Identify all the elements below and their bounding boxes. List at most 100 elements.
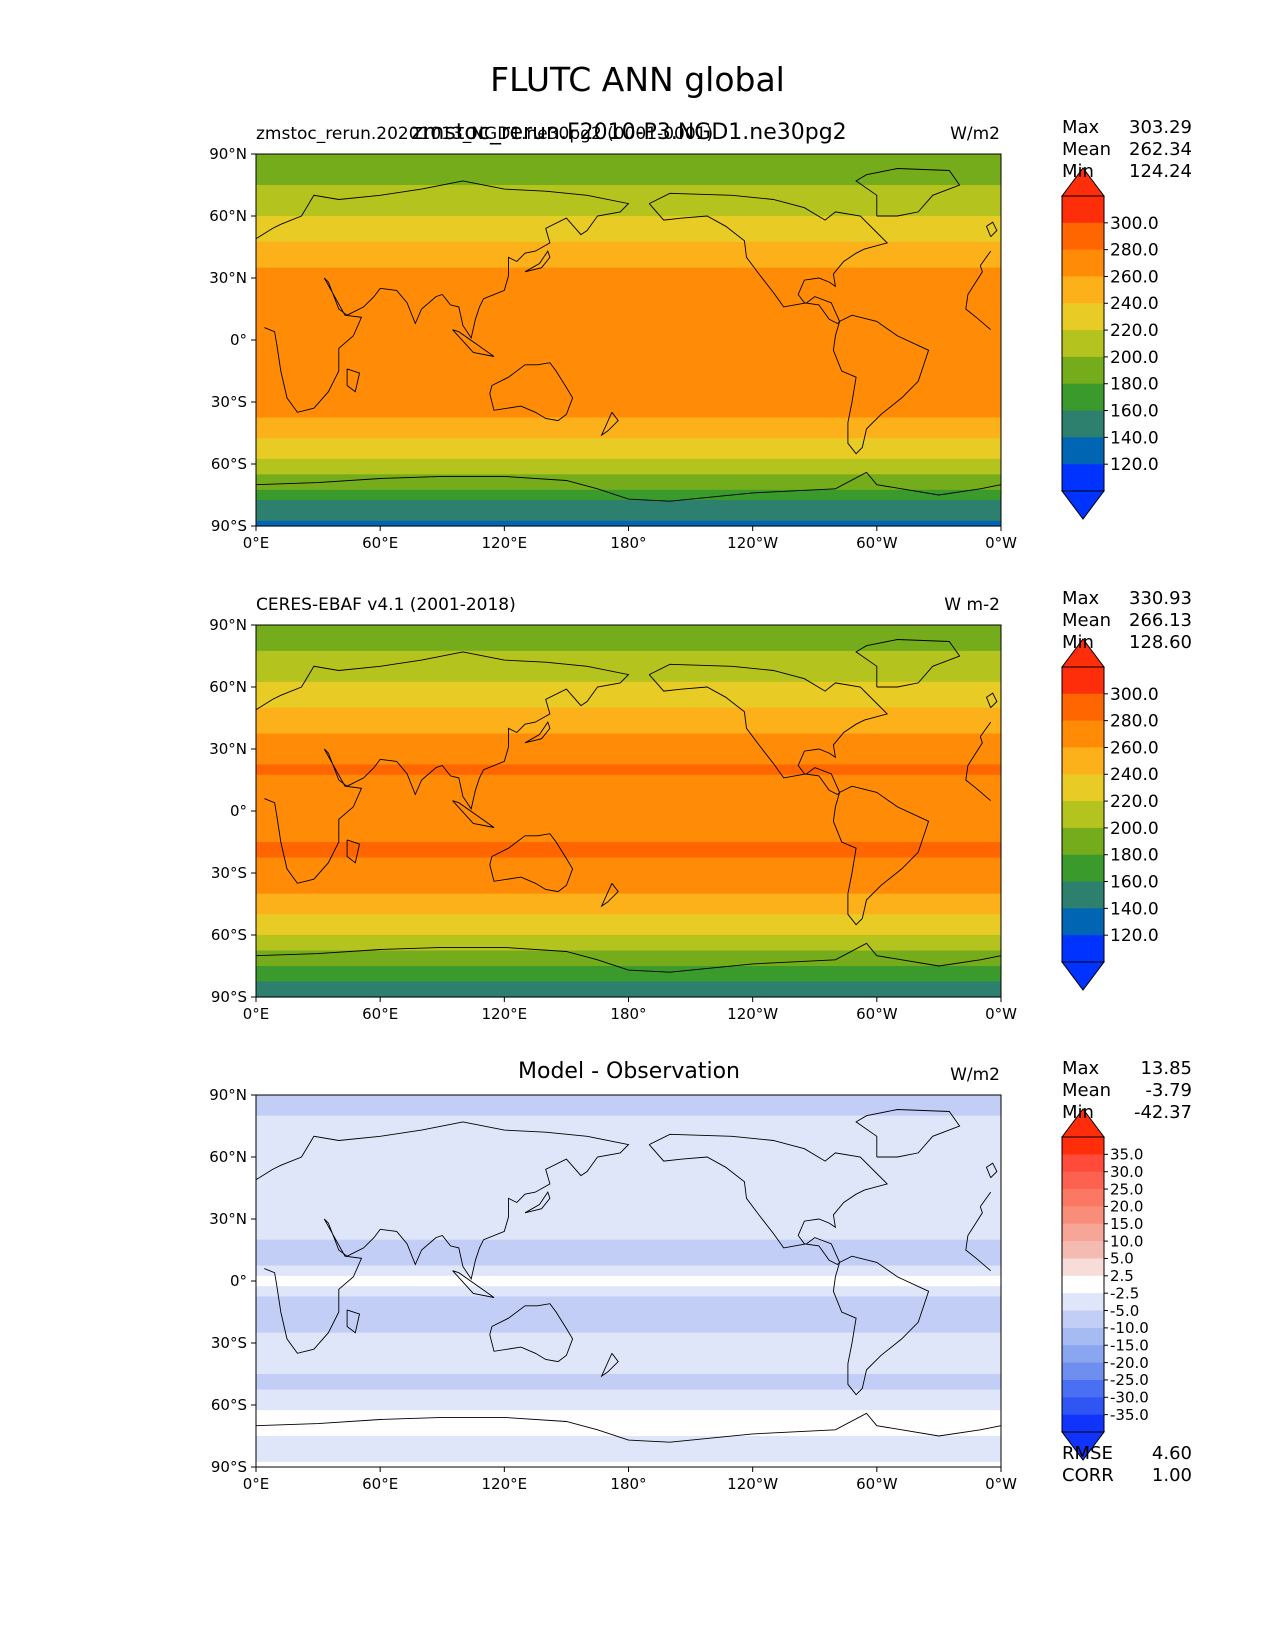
field-band — [256, 1224, 1001, 1230]
panel2-units: W m-2 — [944, 595, 1000, 615]
colorbar-swatch — [1062, 1189, 1104, 1207]
field-band — [256, 1182, 1001, 1189]
field-band — [256, 412, 1001, 419]
colorbar-tick-label: -15.0 — [1110, 1336, 1149, 1354]
colorbar-tick-label: 180.0 — [1110, 375, 1159, 395]
stat-max-value: 330.93 — [1129, 588, 1192, 609]
field-band — [256, 1177, 1001, 1184]
colorbar-tick-label: 120.0 — [1110, 455, 1159, 475]
y-tick-label: 0° — [230, 331, 247, 349]
y-tick-label: 0° — [230, 1272, 247, 1290]
field-band — [256, 955, 1001, 962]
y-tick-label: 30°N — [209, 740, 247, 758]
field-band — [256, 1131, 1001, 1137]
colorbar-tick-label: 20.0 — [1110, 1198, 1143, 1216]
x-tick-label: 120°E — [482, 1005, 528, 1023]
field-band — [256, 210, 1001, 217]
colorbar-swatch — [1062, 1362, 1104, 1381]
colorbar-frame — [1061, 195, 1105, 492]
field-band — [256, 169, 1001, 176]
field-band — [256, 489, 1001, 496]
field-band — [256, 1430, 1001, 1437]
field-band — [256, 687, 1001, 693]
coastline — [985, 692, 998, 709]
field-band — [256, 241, 1001, 248]
field-band — [256, 733, 1001, 740]
field-band — [256, 971, 1001, 977]
field-band — [256, 656, 1001, 662]
coastline — [255, 471, 1002, 502]
field-band — [256, 712, 1001, 719]
colorbar-3: 35.030.025.020.015.010.05.02.5-2.5-5.0-1… — [1061, 1108, 1149, 1461]
panel3-stats: Max 13.85 Mean -3.79 Min -42.37 — [1062, 1058, 1192, 1124]
field-band — [256, 666, 1001, 673]
field-band — [256, 795, 1001, 802]
colorbar-swatch — [1062, 330, 1104, 358]
y-tick-label: 60°S — [211, 1396, 247, 1414]
field-band — [256, 355, 1001, 362]
field-band — [256, 867, 1001, 874]
field-band — [256, 1275, 1001, 1282]
coastline — [524, 250, 551, 273]
field-band — [256, 1389, 1001, 1396]
field-band — [256, 1441, 1001, 1447]
colorbar-swatch — [1062, 774, 1104, 802]
rmse-value: 4.60 — [1151, 1443, 1192, 1464]
field-band — [256, 298, 1001, 305]
field-band — [256, 1451, 1001, 1458]
field-band — [256, 650, 1001, 657]
x-tick-label: 60°W — [856, 1475, 898, 1493]
colorbar-swatch — [1062, 720, 1104, 748]
coastline — [255, 1121, 992, 1354]
stat-min-label: Min — [1062, 632, 1094, 653]
field-band — [256, 1327, 1001, 1334]
colorbar-swatch — [1062, 1379, 1104, 1398]
colorbar-swatch — [1062, 935, 1104, 963]
x-tick-label: 60°E — [362, 534, 398, 552]
field-band — [256, 800, 1001, 807]
field-band — [256, 154, 1001, 160]
y-tick-label: 90°N — [209, 145, 247, 163]
field-band — [256, 262, 1001, 269]
field-band — [256, 1281, 1001, 1287]
coastline — [985, 1162, 998, 1179]
field-band — [256, 417, 1001, 424]
field-band — [256, 1306, 1001, 1313]
field-band — [256, 319, 1001, 326]
panel1-stats: Max 303.29 Mean 262.34 Min 124.24 — [1062, 117, 1192, 183]
coastline — [648, 192, 889, 325]
x-tick-label: 60°E — [362, 1005, 398, 1023]
stat-max-value: 13.85 — [1140, 1058, 1192, 1079]
colorbar-swatch — [1062, 1345, 1104, 1364]
field-band — [256, 288, 1001, 295]
field-band — [256, 236, 1001, 243]
field-band — [256, 350, 1001, 357]
coastline — [855, 639, 961, 688]
colorbar-tick-label: 35.0 — [1110, 1146, 1143, 1164]
panel3-units: W/m2 — [950, 1065, 1000, 1085]
colorbar-swatch — [1062, 747, 1104, 775]
field-band — [256, 743, 1001, 750]
x-tick-label: 0°E — [243, 1475, 270, 1493]
panel1-left-title: zmstoc_rerun.20201013_NGD1.ne30pg2 (0001… — [256, 124, 714, 144]
field-band — [256, 386, 1001, 393]
colorbar-swatch — [1062, 1275, 1104, 1294]
colorbar-tick-label: -5.0 — [1110, 1302, 1139, 1320]
field-band — [256, 862, 1001, 869]
chart-panel-3: 0°E 60°E 120°E 180° 120°W 60°W 0°W 90°N 60°N 30°N… — [209, 1086, 1149, 1493]
colorbar-swatch — [1062, 693, 1104, 722]
coastline — [346, 839, 361, 864]
colorbar-tick-label: 25.0 — [1110, 1180, 1143, 1198]
field-band — [256, 718, 1001, 724]
chart-panel-2: 0°E 60°E 120°E 180° 120°W 60°W 0°W 90°N 60°N 30°N… — [209, 616, 1158, 1023]
coastline — [255, 942, 1002, 973]
x-tick-label: 180° — [610, 1005, 646, 1023]
field-band — [256, 805, 1001, 812]
field-band — [256, 1322, 1001, 1329]
field-band — [256, 1110, 1001, 1117]
coastline — [524, 721, 551, 744]
field-band — [256, 857, 1001, 864]
x-tick-label: 180° — [610, 1475, 646, 1493]
field-band — [256, 1120, 1001, 1127]
field-band — [256, 728, 1001, 735]
